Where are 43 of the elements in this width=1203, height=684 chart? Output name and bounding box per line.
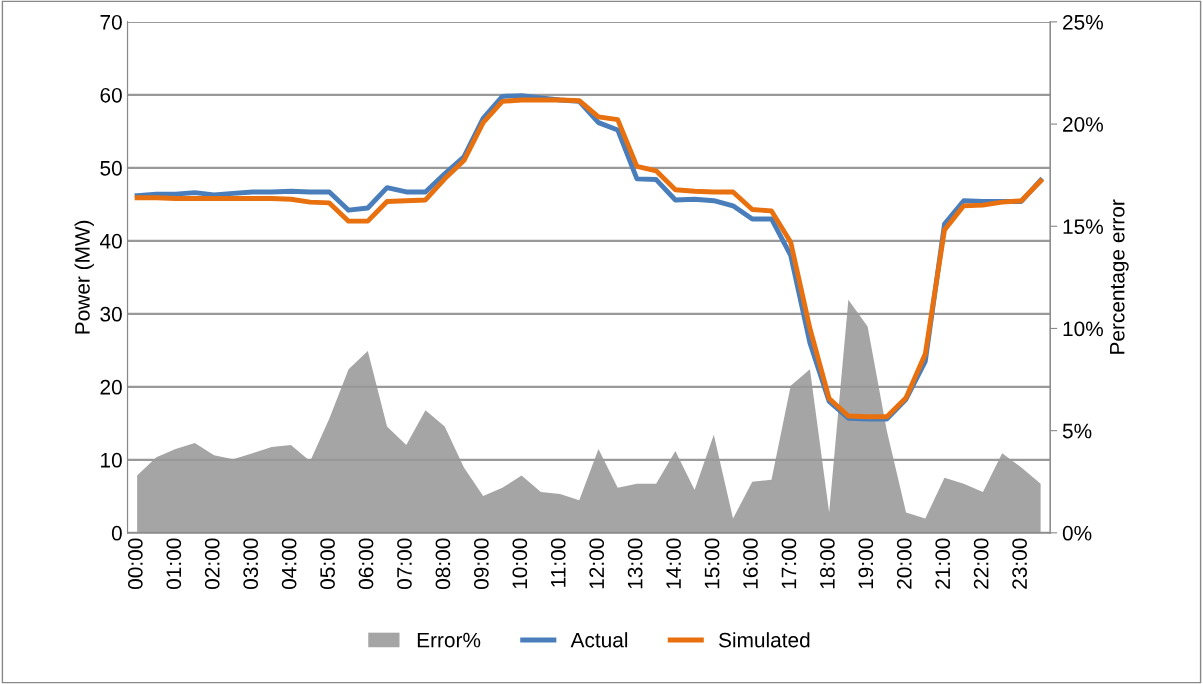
x-tick-label: 22:00: [973, 538, 989, 589]
x-tick-label: 15:00: [704, 538, 720, 589]
x-tick-label: 14:00: [666, 538, 681, 589]
legend-label: Simulated: [719, 632, 810, 648]
x-tick-label: 10:00: [512, 538, 528, 589]
y2-tick-label: 20%: [1063, 117, 1103, 132]
x-tick-label: 19:00: [858, 538, 874, 589]
y2-tick-label: 15%: [1063, 219, 1103, 235]
x-tick-label: 01:00: [166, 538, 182, 590]
x-tick-label: 23:00: [1012, 538, 1027, 589]
y-axis-title: Power (MW): [74, 220, 94, 334]
x-tick-label: 21:00: [935, 538, 951, 589]
y-tick-label: 30: [100, 306, 122, 322]
x-tick-label: 12:00: [589, 538, 605, 589]
x-tick-label: 06:00: [358, 538, 374, 590]
y2-tick-label: 5%: [1062, 423, 1092, 439]
x-tick-label: 17:00: [781, 538, 797, 589]
x-tick-label: 08:00: [435, 538, 451, 590]
y-tick-label: 0: [111, 525, 122, 541]
y2-tick-label: 10%: [1063, 321, 1103, 337]
x-tick-label: 03:00: [243, 538, 259, 590]
y2-tick-label: 0%: [1062, 525, 1092, 541]
x-tick-label: 18:00: [820, 538, 835, 589]
x-tick-label: 00:00: [127, 538, 143, 590]
x-tick-label: 11:00: [550, 538, 566, 587]
y2-axis-title: Percentage error: [1110, 199, 1129, 354]
x-tick-label: 04:00: [281, 538, 297, 590]
y2-tick-label: 25%: [1063, 14, 1103, 30]
y-tick-label: 70: [100, 14, 122, 30]
legend-label: Actual: [570, 632, 628, 648]
y-tick-label: 50: [100, 160, 122, 176]
x-tick-label: 05:00: [320, 538, 335, 590]
y-tick-label: 60: [100, 87, 122, 103]
x-tick-label: 20:00: [896, 538, 912, 589]
legend-label: Error%: [417, 632, 481, 648]
x-tick-label: 07:00: [397, 538, 412, 590]
x-tick-label: 09:00: [473, 538, 489, 590]
x-tick-label: 02:00: [204, 538, 220, 590]
y-tick-label: 40: [99, 233, 122, 249]
y-tick-label: 20: [100, 379, 122, 395]
y-tick-label: 10: [101, 452, 122, 468]
x-tick-label: 16:00: [743, 538, 758, 589]
x-tick-label: 13:00: [627, 538, 643, 589]
